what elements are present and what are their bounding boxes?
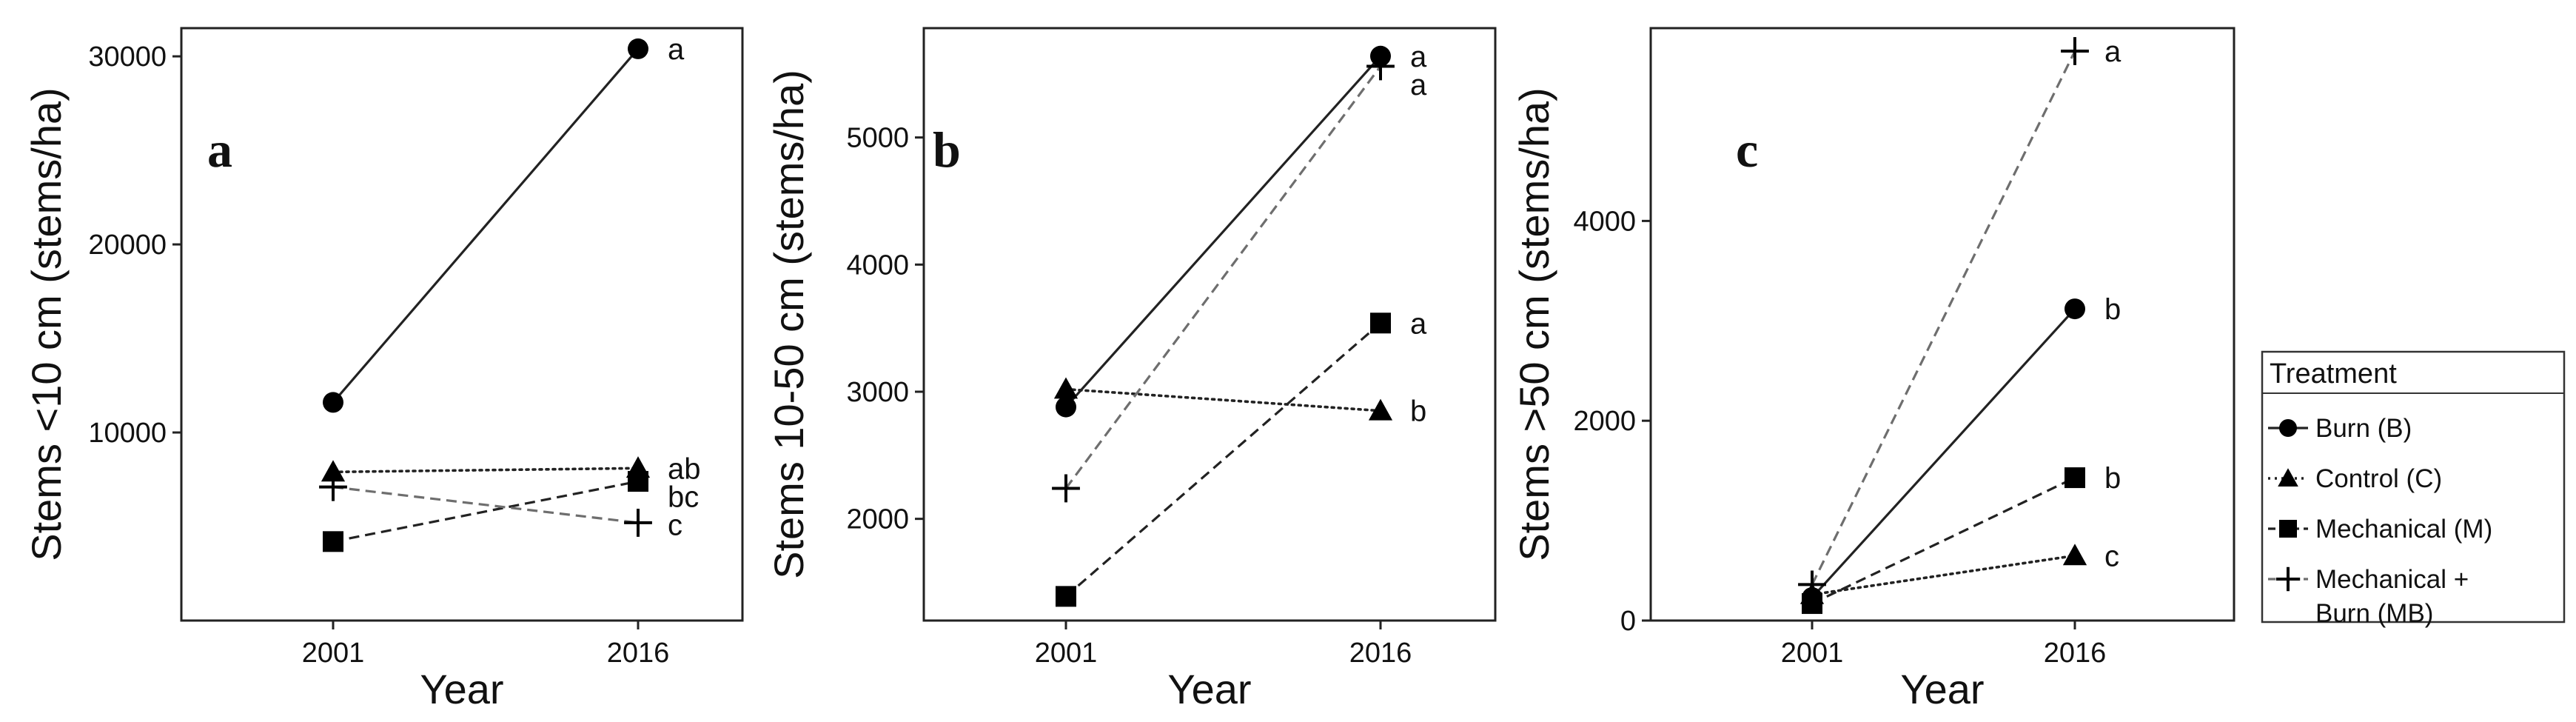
series-line-b <box>1064 55 1382 408</box>
data-point-m <box>323 531 343 552</box>
chart-panel-b: 2000 3000 4000 5000 2001 2016 Year Stems 10-50 … <box>765 27 1497 712</box>
significance-label: c <box>2104 540 2119 572</box>
chart-panel-c: 0 2000 4000 2001 2016 Year Stems >50 cm (stems… <box>1511 27 2235 712</box>
plot-frame <box>922 27 1497 622</box>
y-tick-label: 30000 <box>88 41 167 73</box>
series-line-b <box>332 47 640 404</box>
x-axis-title: Year <box>420 666 503 712</box>
y-tick-label: 20000 <box>88 230 167 261</box>
data-point-b <box>323 392 343 413</box>
x-tick-label: 2001 <box>302 638 365 669</box>
series-line-c <box>332 467 640 474</box>
panel-letter: c <box>1736 121 1758 178</box>
series-line-m <box>1064 322 1382 598</box>
series-line-m <box>332 480 639 543</box>
x-axis-title: Year <box>1900 666 1984 712</box>
legend-label: Mechanical (M) <box>2315 515 2492 544</box>
y-tick-label: 2000 <box>846 504 909 535</box>
significance-label: b <box>2104 293 2121 326</box>
data-point-c <box>321 460 346 482</box>
data-point-b <box>628 38 648 59</box>
data-point-c <box>1368 398 1393 421</box>
legend-label-continued: Burn (MB) <box>2315 599 2433 628</box>
series-line-c <box>1811 554 2076 596</box>
y-tick-label: 0 <box>1620 606 1636 637</box>
legend-label: Mechanical + <box>2315 565 2469 594</box>
y-tick-label: 4000 <box>846 250 909 281</box>
series-line-mb <box>332 486 639 524</box>
data-point-m <box>1370 312 1391 334</box>
data-point-mb <box>1366 52 1395 81</box>
significance-label: ab <box>668 452 701 485</box>
legend-marker-circle <box>2279 419 2297 437</box>
legend-marker-triangle <box>2278 468 2298 487</box>
legend-entry-c: Control (C) <box>2268 464 2442 493</box>
x-tick-label: 2016 <box>607 638 670 669</box>
x-tick-label: 2016 <box>1349 638 1412 669</box>
data-point-b <box>2065 298 2085 320</box>
legend-marker-square <box>2279 520 2297 538</box>
panel-letter: b <box>933 121 961 178</box>
data-point-b <box>1056 396 1076 418</box>
x-axis-title: Year <box>1167 666 1251 712</box>
data-point-c <box>2062 544 2087 566</box>
y-tick-label: 3000 <box>846 377 909 408</box>
y-axis-title: Stems >50 cm (stems/ha) <box>1511 87 1557 561</box>
y-axis-title: Stems <10 cm (stems/ha) <box>23 87 70 561</box>
legend-marker-plus <box>2275 566 2301 592</box>
plot-frame <box>180 27 744 622</box>
series-line-mb <box>1064 65 1382 489</box>
significance-label: bc <box>668 481 699 513</box>
chart-panel-a: 10000 20000 30000 2001 2016 Year Stems <10 cm … <box>23 27 744 712</box>
legend-title: Treatment <box>2270 358 2397 390</box>
series-line-m <box>1811 476 2076 605</box>
y-axis-title: Stems 10-50 cm (stems/ha) <box>765 70 812 579</box>
data-point-m <box>2065 467 2085 489</box>
legend-label: Burn (B) <box>2315 414 2412 443</box>
data-point-mb <box>319 472 347 501</box>
data-point-c <box>1053 377 1079 399</box>
legend-box <box>2261 350 2566 624</box>
y-tick-label: 4000 <box>1573 206 1636 237</box>
data-point-m <box>628 471 648 492</box>
legend-entry-b: Burn (B) <box>2268 414 2412 443</box>
x-tick-label: 2016 <box>2044 638 2107 669</box>
data-point-mb <box>2061 37 2089 65</box>
y-tick-label: 5000 <box>846 123 909 154</box>
series-line-b <box>1811 308 2076 599</box>
significance-label: b <box>1410 395 1426 428</box>
y-tick-label: 2000 <box>1573 406 1636 437</box>
x-tick-label: 2001 <box>1035 638 1098 669</box>
y-tick-label: 10000 <box>88 418 167 449</box>
significance-label: c <box>668 509 682 541</box>
panel-letter: a <box>207 121 232 178</box>
data-point-m <box>1056 586 1076 607</box>
data-point-mb <box>1798 570 1826 599</box>
legend: Treatment Burn (B) Control (C) Mechanical (… <box>2261 350 2566 628</box>
significance-label: a <box>2104 36 2121 68</box>
plot-frame <box>1649 27 2235 622</box>
x-tick-label: 2001 <box>1781 638 1844 669</box>
significance-label: a <box>668 33 685 66</box>
legend-label: Control (C) <box>2315 464 2442 493</box>
significance-label: a <box>1410 307 1427 340</box>
series-line-c <box>1064 387 1382 412</box>
significance-label: b <box>2104 462 2121 495</box>
significance-label: a <box>1410 41 1427 73</box>
legend-entry-m: Mechanical (M) <box>2268 515 2492 544</box>
significance-label: a <box>1410 69 1427 101</box>
data-point-mb <box>1052 474 1080 503</box>
legend-entry-mb: Mechanical + Burn (MB) <box>2268 565 2469 628</box>
data-point-mb <box>624 509 652 537</box>
series-line-mb <box>1811 50 2076 586</box>
